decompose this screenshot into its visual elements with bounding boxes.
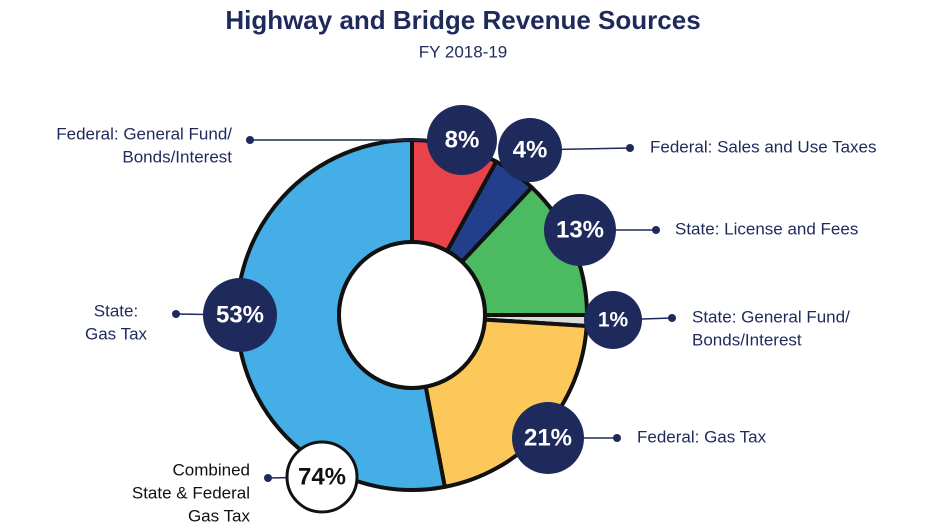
connector-dot — [172, 310, 180, 318]
annotation-label: State & Federal — [132, 483, 250, 502]
slice-label: State: General Fund/ — [692, 307, 850, 326]
value-badge — [584, 291, 642, 349]
slice-label: Bonds/Interest — [692, 330, 802, 349]
slice-label: Federal: General Fund/ — [56, 124, 232, 143]
connector-dot — [626, 144, 634, 152]
connector-dot — [264, 474, 272, 482]
connector-dot — [668, 314, 676, 322]
value-label: 13% — [556, 216, 604, 243]
value-label: 8% — [445, 126, 480, 153]
value-badge — [498, 118, 562, 182]
value-label: 21% — [524, 424, 572, 451]
value-label: 53% — [216, 301, 264, 328]
connector-dot — [246, 136, 254, 144]
slice-label: State: License and Fees — [675, 219, 858, 238]
connector-dot — [613, 434, 621, 442]
value-label: 4% — [513, 136, 548, 163]
chart-title: Highway and Bridge Revenue Sources — [225, 5, 700, 35]
chart-subtitle: FY 2018-19 — [419, 42, 508, 61]
annotation-label: Gas Tax — [188, 506, 251, 525]
value-badge — [427, 105, 497, 175]
slice-label: State: — [94, 301, 138, 320]
annotation-label: Combined — [173, 460, 251, 479]
annotation-value-label: 74% — [298, 463, 346, 490]
value-label: 1% — [598, 309, 629, 332]
slice-label: Gas Tax — [85, 324, 148, 343]
connector-dot — [652, 226, 660, 234]
value-badge — [512, 402, 584, 474]
donut-hole — [337, 240, 487, 390]
annotation-badge — [285, 440, 359, 514]
slice-label: Federal: Sales and Use Taxes — [650, 137, 876, 156]
donut — [234, 138, 589, 492]
value-badge — [203, 278, 277, 352]
value-badge — [544, 194, 616, 266]
slice-label: Bonds/Interest — [122, 147, 232, 166]
slice-label: Federal: Gas Tax — [637, 427, 767, 446]
